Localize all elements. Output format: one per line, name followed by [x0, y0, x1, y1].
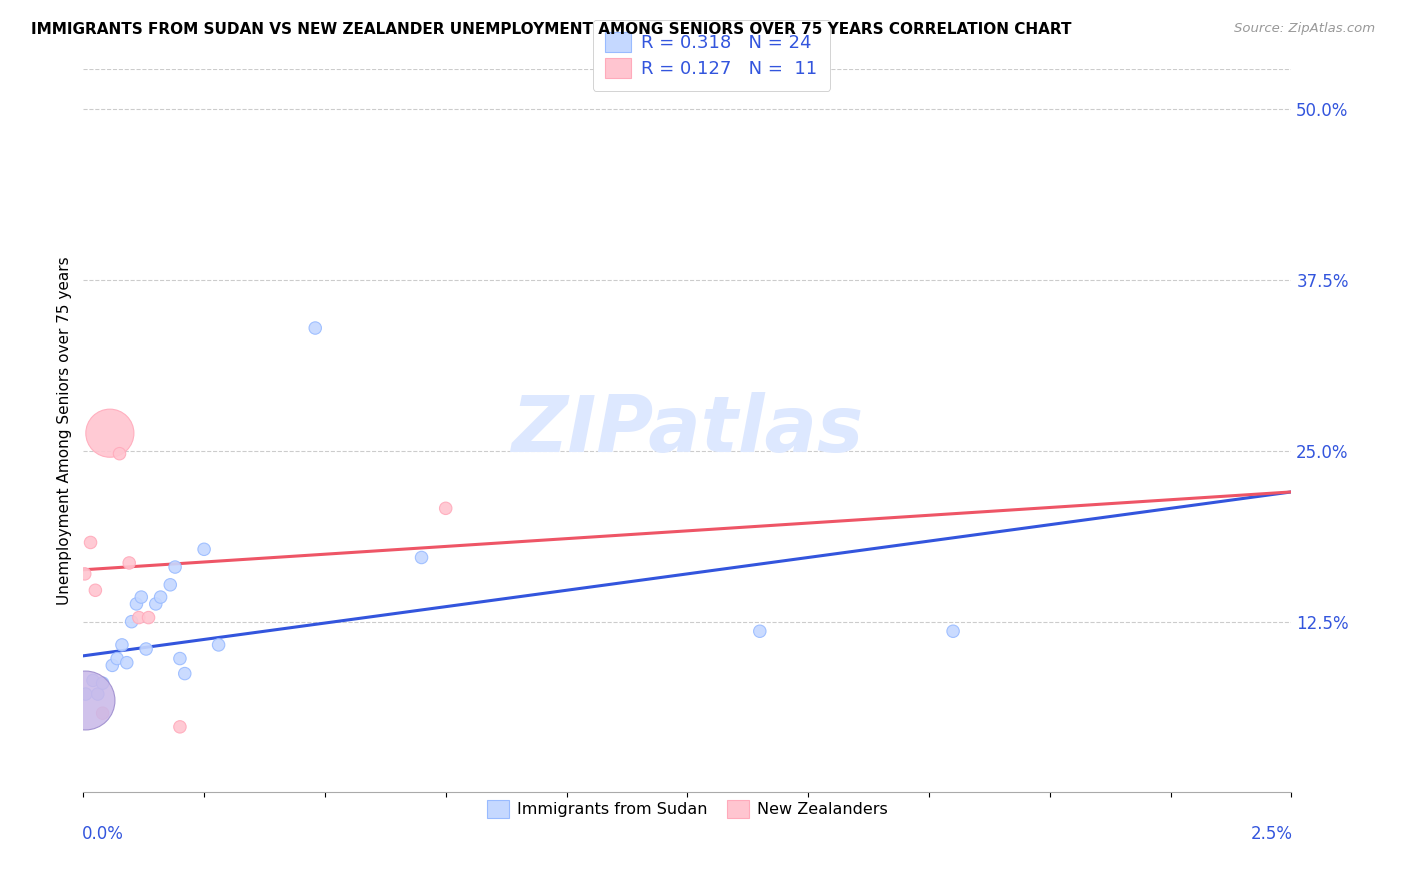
Point	[125, 597, 148, 611]
Point	[411, 550, 433, 565]
Point	[748, 624, 770, 639]
Point	[118, 556, 141, 570]
Point	[101, 658, 124, 673]
Point	[115, 656, 138, 670]
Point	[121, 615, 143, 629]
Point	[135, 642, 157, 657]
Point	[129, 590, 152, 604]
Point	[87, 687, 110, 701]
Point	[207, 638, 229, 652]
Point	[73, 692, 96, 706]
Point	[111, 638, 134, 652]
Point	[73, 566, 96, 581]
Point	[942, 624, 965, 639]
Point	[169, 720, 191, 734]
Point	[75, 687, 97, 701]
Point	[173, 666, 195, 681]
Point	[91, 676, 114, 690]
Text: ZIPatlas: ZIPatlas	[512, 392, 863, 468]
Point	[193, 542, 215, 557]
Point	[149, 590, 172, 604]
Point	[138, 610, 160, 624]
Text: IMMIGRANTS FROM SUDAN VS NEW ZEALANDER UNEMPLOYMENT AMONG SENIORS OVER 75 YEARS : IMMIGRANTS FROM SUDAN VS NEW ZEALANDER U…	[31, 22, 1071, 37]
Point	[145, 597, 167, 611]
Point	[105, 651, 128, 665]
Point	[128, 610, 150, 624]
Point	[98, 426, 121, 441]
Point	[159, 578, 181, 592]
Point	[79, 535, 101, 549]
Legend: Immigrants from Sudan, New Zealanders: Immigrants from Sudan, New Zealanders	[481, 794, 894, 824]
Point	[169, 651, 191, 665]
Point	[304, 321, 326, 335]
Point	[82, 673, 104, 688]
Point	[434, 501, 457, 516]
Y-axis label: Unemployment Among Seniors over 75 years: Unemployment Among Seniors over 75 years	[58, 256, 72, 605]
Text: 2.5%: 2.5%	[1250, 825, 1292, 843]
Text: 0.0%: 0.0%	[82, 825, 124, 843]
Point	[84, 583, 107, 598]
Point	[91, 706, 114, 721]
Point	[108, 447, 131, 461]
Text: Source: ZipAtlas.com: Source: ZipAtlas.com	[1234, 22, 1375, 36]
Point	[165, 560, 187, 574]
